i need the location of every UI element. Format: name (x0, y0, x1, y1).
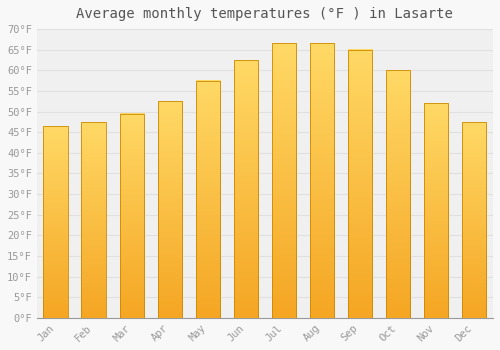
Bar (386, 70, 410, 318)
Bar (158, 101, 182, 318)
Bar (310, 43, 334, 318)
Bar (424, 103, 448, 318)
Bar (348, 50, 372, 318)
Bar (44, 126, 68, 318)
Bar (234, 60, 258, 318)
Bar (196, 80, 220, 318)
Bar (82, 122, 106, 318)
Title: Average monthly temperatures (°F ) in Lasarte: Average monthly temperatures (°F ) in La… (76, 7, 454, 21)
Bar (272, 43, 296, 318)
Bar (462, 122, 486, 318)
Bar (120, 114, 144, 318)
